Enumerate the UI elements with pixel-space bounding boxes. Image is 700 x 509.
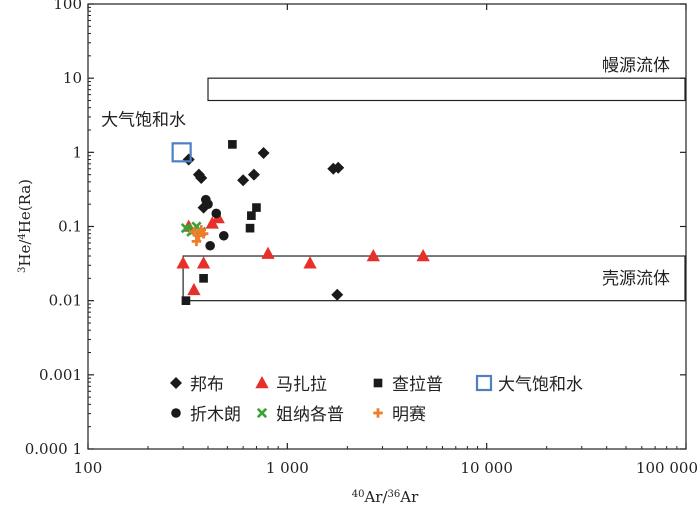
y-axis-title: 3He/4He(Ra): [16, 179, 34, 273]
y-tick-label: 0.01: [49, 292, 82, 310]
crustal-fluid-region: [182, 255, 686, 302]
series-4-points: [171, 142, 192, 163]
data-point-triangle: [261, 246, 275, 259]
data-point-circle: [203, 199, 213, 209]
legend-label: 邦布: [190, 375, 224, 395]
marks-layer: [171, 140, 430, 305]
y-tick-label: 0.001: [39, 366, 82, 384]
data-point-diamond: [237, 174, 250, 187]
data-point-square: [228, 140, 237, 149]
legend-label: 查拉普: [392, 375, 443, 395]
series-5-points: [201, 194, 229, 251]
y-tick-label: 10: [63, 69, 82, 87]
data-point-plus: [198, 228, 209, 239]
data-point-circle: [205, 240, 215, 251]
legend-marker-circle: [171, 408, 181, 418]
legend-label: 明赛: [392, 404, 426, 425]
air-saturated-water-annotation: 大气饱和水: [101, 111, 186, 131]
series-2-points: [176, 211, 430, 296]
x-axis-title-sup1: 40: [352, 489, 365, 500]
data-point-open-square: [171, 142, 192, 163]
series-1-points: [182, 146, 345, 301]
data-point-diamond: [257, 146, 270, 159]
legend-label: 马扎拉: [276, 375, 327, 395]
legend-marker-square: [373, 378, 383, 388]
series-7-points: [189, 225, 209, 247]
data-point-square: [247, 211, 256, 220]
x-tick-label: 1 000: [266, 459, 309, 477]
legend-marker-triangle: [255, 376, 269, 389]
data-point-triangle: [303, 256, 317, 269]
y-tick-label: 100: [53, 0, 82, 13]
y-tick-label: 0.1: [58, 218, 82, 236]
data-point-plus: [189, 226, 199, 237]
x-axis-title-base2: Ar: [399, 488, 419, 506]
data-point-square: [252, 203, 261, 212]
y-axis-title-sup2: 4: [17, 233, 28, 239]
data-point-triangle: [176, 256, 190, 269]
data-point-diamond: [182, 153, 195, 166]
data-point-square: [199, 274, 208, 283]
legend-label: 折木朗: [190, 405, 241, 425]
y-axis-title-sup1: 3: [17, 267, 28, 273]
legend-label: 大气饱和水: [498, 375, 583, 395]
data-point-circle: [211, 208, 222, 219]
data-point-plus: [191, 236, 202, 247]
x-tick-label: 100: [74, 459, 103, 477]
x-axis-title-sup2: 36: [388, 489, 401, 500]
series-3-points: [181, 140, 261, 305]
x-axis-title-base1: Ar/: [363, 488, 388, 506]
data-point-triangle: [187, 282, 201, 296]
data-point-square: [245, 223, 255, 233]
legend-label: 姐纳各普: [276, 405, 344, 425]
y-axis-title-base1: He/: [16, 239, 34, 267]
y-tick-label: 0.000 1: [25, 440, 82, 458]
regions-layer: [182, 77, 686, 302]
legend-marker-open-square: [475, 374, 493, 392]
y-tick-label: 1: [72, 143, 82, 161]
data-point-diamond: [332, 161, 345, 174]
mantle-fluid-label: 幔源流体: [602, 56, 670, 76]
legend-marker-x: [256, 407, 268, 419]
x-tick-label: 100 000: [636, 459, 698, 477]
legend-marker-plus: [373, 408, 383, 418]
data-point-triangle: [196, 256, 211, 269]
data-point-diamond: [195, 172, 208, 185]
data-point-circle: [218, 230, 229, 241]
y-axis-title-base2: He(Ra): [16, 179, 34, 233]
data-point-diamond: [247, 168, 260, 181]
ticks-layer: 100 1 000 10 000 100 000 100 10 1 0.1 0.01 0.001 0…: [25, 0, 698, 477]
data-point-square: [181, 296, 191, 305]
x-axis-title: 40Ar/36Ar: [352, 488, 419, 506]
mantle-fluid-region: [207, 77, 686, 102]
data-point-triangle: [416, 249, 430, 262]
data-point-diamond: [331, 288, 344, 301]
data-point-triangle: [366, 249, 380, 262]
legend-marker-diamond: [170, 377, 182, 389]
x-tick-label: 10 000: [460, 459, 513, 477]
crustal-fluid-label: 壳源流体: [602, 269, 670, 289]
